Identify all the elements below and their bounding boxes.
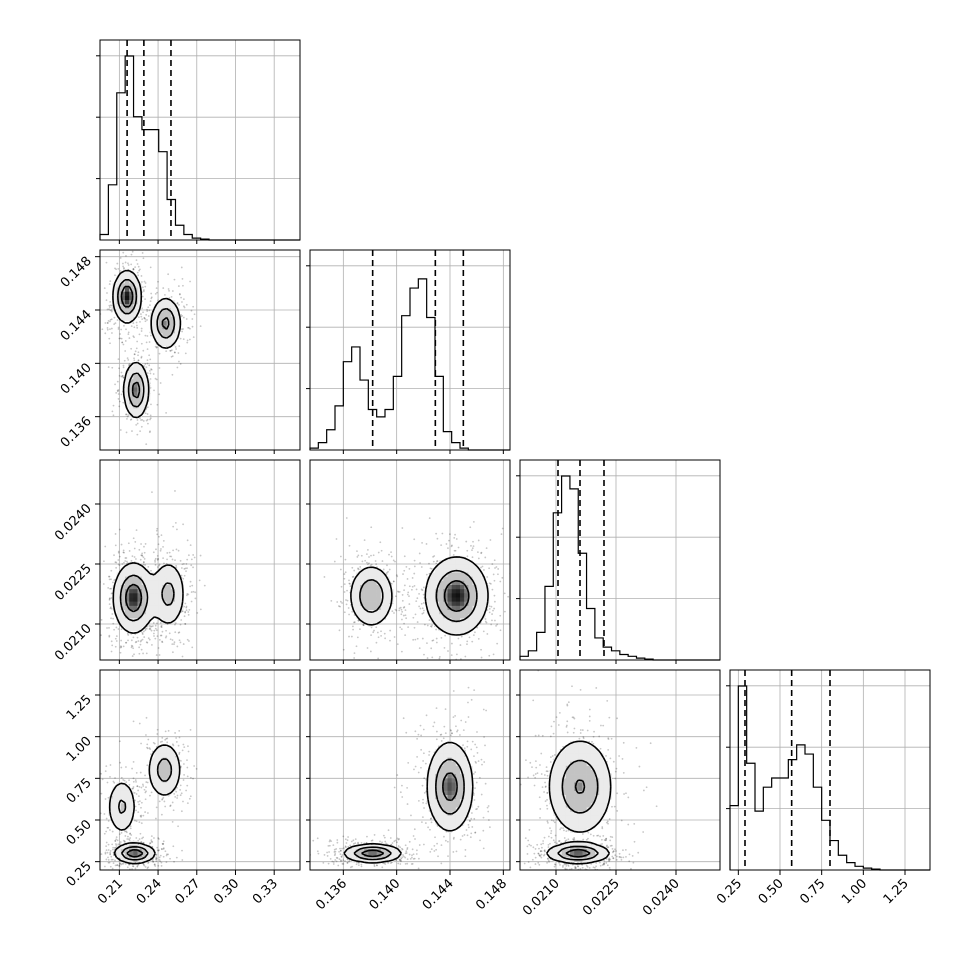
y-tick-label-3-4: 1.25 (64, 692, 95, 723)
scatter-2-1 (323, 517, 510, 660)
contour-3-1-0 (343, 741, 474, 864)
histogram-1 (309, 278, 510, 451)
scatter-3-1 (310, 686, 491, 870)
histogram-3 (729, 685, 930, 871)
x-tick-label-0-1: 0.24 (134, 876, 165, 907)
scatter-1-0 (100, 250, 202, 446)
y-tick-label-2-0: 0.0210 (52, 621, 95, 664)
panel-frame-3-0 (99, 669, 301, 871)
x-tick-label-3-1: 0.50 (756, 876, 787, 907)
contour-1-0-1 (117, 279, 176, 408)
contour-3-0-2 (126, 849, 144, 858)
x-tick-label-1-2: 0.144 (420, 876, 457, 913)
contour-3-0-0 (108, 744, 181, 865)
scatter-3-2 (520, 670, 658, 870)
histogram-2 (519, 475, 720, 661)
contour-2-1-1 (359, 569, 478, 623)
panel-frame-2-1 (309, 459, 511, 661)
contour-2-0-2 (125, 583, 143, 613)
panel-frame-2-2 (519, 459, 721, 661)
contour-2-0-0 (112, 562, 184, 634)
x-tick-label-2-2: 0.0240 (640, 876, 683, 919)
grid-2-2 (520, 460, 720, 660)
scatter-3-0 (100, 716, 198, 870)
x-tick-label-2-0: 0.0210 (520, 876, 563, 919)
panel-frame-3-1 (309, 669, 511, 871)
x-tick-label-1-3: 0.148 (473, 876, 510, 913)
contour-3-2-0 (546, 740, 612, 865)
y-tick-label-2-1: 0.0225 (52, 561, 95, 604)
contour-1-0-2 (120, 285, 170, 399)
contour-2-1-0 (350, 556, 489, 636)
panel-frame-1-0 (99, 249, 301, 451)
panel-frame-1-1 (309, 249, 511, 451)
histogram-0 (99, 55, 300, 241)
panel-frame-3-3 (729, 669, 931, 871)
contour-3-1-2 (361, 772, 458, 858)
x-tick-label-3-2: 0.75 (797, 876, 828, 907)
x-tick-label-0-4: 0.33 (250, 876, 281, 907)
y-tick-label-1-2: 0.144 (58, 307, 95, 344)
y-tick-label-1-3: 0.148 (58, 254, 95, 291)
x-tick-label-1-0: 0.136 (313, 876, 350, 913)
y-tick-label-3-2: 0.75 (64, 776, 95, 807)
y-tick-label-3-1: 0.50 (64, 817, 95, 848)
y-tick-label-2-2: 0.0240 (52, 501, 95, 544)
contour-3-2-1 (557, 759, 599, 861)
grid-2-0 (100, 460, 300, 660)
contour-3-2-2 (565, 779, 591, 858)
contour-2-1-2 (443, 580, 470, 612)
x-tick-label-0-0: 0.21 (95, 876, 126, 907)
grid-3-0 (100, 670, 300, 870)
y-tick-label-3-3: 1.00 (64, 734, 95, 765)
x-tick-label-0-2: 0.27 (173, 876, 204, 907)
contour-3-1-1 (353, 758, 465, 861)
x-tick-label-1-1: 0.140 (367, 876, 404, 913)
panel-frame-0-0 (99, 39, 301, 241)
grid-1-1 (310, 250, 510, 450)
y-tick-label-1-0: 0.136 (58, 414, 95, 451)
scatter-2-0 (100, 490, 206, 660)
y-tick-label-3-0: 0.25 (64, 859, 95, 890)
x-tick-label-3-3: 1.00 (839, 876, 870, 907)
contour-1-0-0 (112, 269, 182, 419)
contour-3-0-1 (118, 758, 173, 861)
x-tick-label-0-3: 0.30 (211, 876, 242, 907)
y-tick-label-1-1: 0.140 (58, 361, 95, 398)
panel-frame-3-2 (519, 669, 721, 871)
x-tick-label-2-1: 0.0225 (580, 876, 623, 919)
contour-2-0-1 (119, 574, 175, 622)
panel-frame-2-0 (99, 459, 301, 661)
grid-0-0 (100, 40, 300, 240)
x-tick-label-3-0: 0.25 (714, 876, 745, 907)
x-tick-label-3-4: 1.25 (881, 876, 912, 907)
